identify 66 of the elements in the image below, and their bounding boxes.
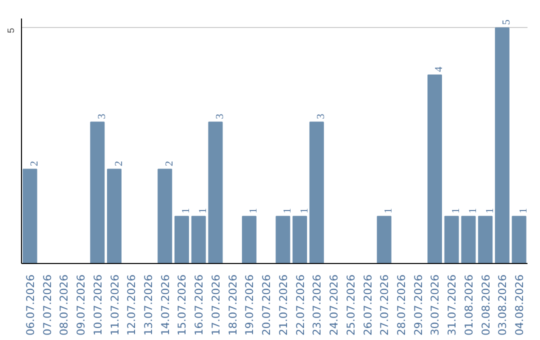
bar (174, 216, 189, 264)
bar (478, 216, 493, 264)
x-tick-label: 23.07.2026 (310, 274, 324, 336)
x-tick-label: 29.07.2026 (412, 274, 425, 336)
data-label: 1 (181, 208, 192, 214)
x-tick-label: 24.07.2026 (328, 274, 341, 336)
data-label: 5 (502, 20, 513, 25)
bar (158, 168, 172, 264)
data-label: 1 (468, 208, 479, 214)
bar (461, 216, 476, 264)
bar (444, 216, 459, 264)
bar (191, 216, 206, 264)
x-tick-label: 16.07.2026 (192, 274, 206, 336)
x-tick-label: 27.07.2026 (378, 274, 392, 336)
bar (292, 216, 308, 264)
x-tick-label: 31.07.2026 (446, 274, 459, 336)
x-tick-label: 13.07.2026 (142, 274, 155, 336)
x-tick-label: 28.07.2026 (395, 274, 408, 336)
bar (494, 27, 510, 264)
bar (276, 216, 290, 264)
x-tick-label: 10.07.2026 (91, 274, 104, 336)
x-tick-label: 18.07.2026 (226, 274, 240, 336)
bar (22, 168, 38, 264)
data-label: 2 (29, 160, 40, 166)
data-label: 1 (518, 208, 530, 214)
bar (376, 216, 392, 264)
x-tick-label: 14.07.2026 (158, 274, 172, 336)
data-label: 3 (96, 114, 108, 120)
data-label: 1 (248, 208, 260, 214)
x-tick-label: 12.07.2026 (125, 274, 138, 336)
x-tick-label: 26.07.2026 (361, 274, 374, 336)
x-tick-label: 21.07.2026 (276, 274, 290, 336)
x-tick-label: 11.07.2026 (108, 274, 122, 336)
bar (90, 122, 105, 264)
data-label: 1 (299, 208, 310, 214)
x-tick-label: 07.07.2026 (40, 274, 54, 336)
bar (427, 74, 442, 264)
data-label: 3 (316, 114, 328, 120)
data-label: 1 (384, 208, 395, 214)
x-tick-label: 09.07.2026 (74, 274, 88, 336)
x-tick-label: 08.07.2026 (58, 274, 71, 336)
x-tick-label: 06.07.2026 (24, 274, 37, 336)
x-tick-label: 02.08.2026 (479, 274, 492, 336)
data-label: 1 (484, 208, 496, 214)
x-tick-label: 19.07.2026 (243, 274, 256, 336)
x-tick-label: 03.08.2026 (496, 274, 510, 336)
data-label: 1 (451, 208, 462, 214)
bar (208, 122, 223, 264)
data-label: 1 (198, 208, 210, 214)
data-label: 2 (114, 160, 125, 166)
x-tick-label: 20.07.2026 (260, 274, 274, 336)
x-tick-label: 04.08.2026 (513, 274, 526, 336)
data-label: 3 (214, 114, 226, 120)
bar (309, 122, 324, 264)
bar (107, 168, 122, 264)
x-tick-label: 22.07.2026 (294, 274, 307, 336)
x-tick-label: 25.07.2026 (344, 274, 358, 336)
data-label: 4 (434, 66, 446, 72)
x-tick-label: 01.08.2026 (462, 274, 476, 336)
bar (512, 216, 526, 264)
data-label: 2 (164, 160, 176, 166)
data-label: 1 (282, 208, 294, 214)
x-tick-label: 17.07.2026 (209, 274, 222, 336)
x-tick-label: 15.07.2026 (176, 274, 189, 336)
x-tick-label: 30.07.2026 (428, 274, 442, 336)
bar (242, 216, 256, 264)
